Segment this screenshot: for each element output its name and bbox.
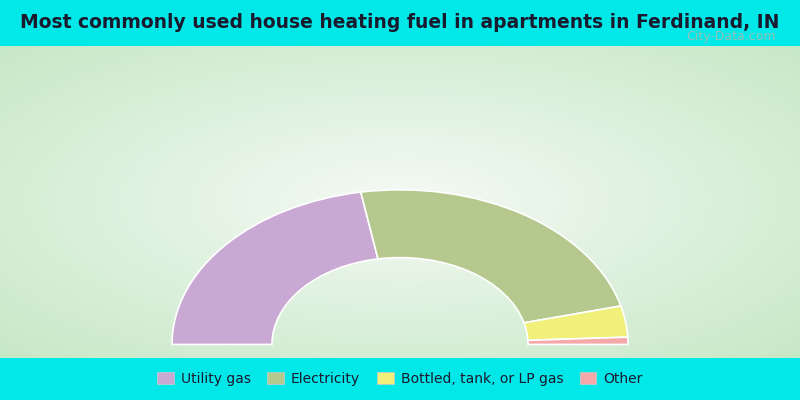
Legend: Utility gas, Electricity, Bottled, tank, or LP gas, Other: Utility gas, Electricity, Bottled, tank,…: [158, 372, 642, 386]
Wedge shape: [361, 190, 621, 323]
Wedge shape: [172, 192, 378, 344]
Wedge shape: [524, 306, 628, 340]
Text: City-Data.com: City-Data.com: [686, 30, 776, 43]
Wedge shape: [528, 337, 628, 344]
Text: Most commonly used house heating fuel in apartments in Ferdinand, IN: Most commonly used house heating fuel in…: [20, 14, 780, 32]
